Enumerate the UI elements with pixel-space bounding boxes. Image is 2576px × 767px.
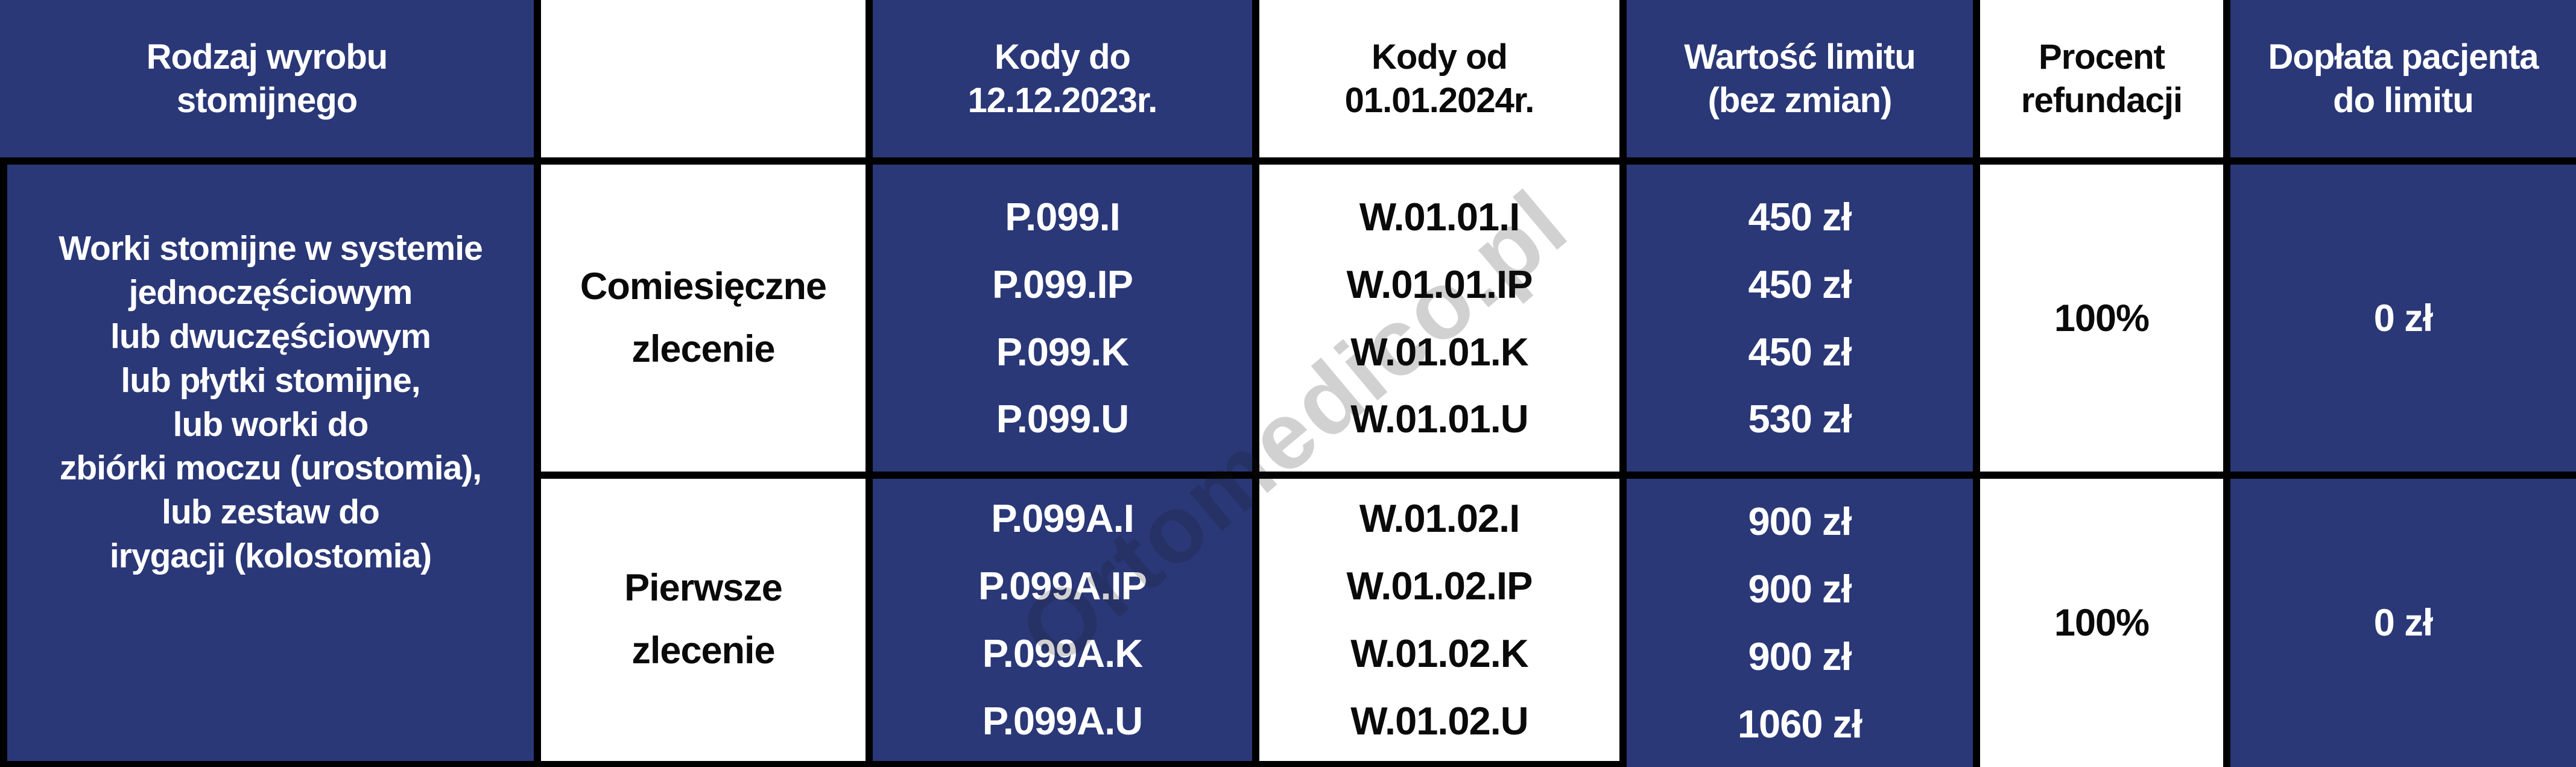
row1-codes-until: P.099.I P.099.IP P.099.K P.099.U <box>992 194 1133 441</box>
row1-patient-copay-cell: 0 zł <box>2223 157 2576 472</box>
row2-patient-copay: 0 zł <box>2373 602 2434 644</box>
row1-codes-from-cell: W.01.01.I W.01.01.IP W.01.01.K W.01.01.U <box>1252 157 1619 472</box>
row1-refund-percent: 100% <box>2054 297 2150 339</box>
row2-refund-percent: 100% <box>2054 602 2150 644</box>
product-description-cell: Worki stomijne w systemie jednoczęściowy… <box>0 157 534 767</box>
header-limit-value-label: Wartość limitu (bez zmian) <box>1684 37 1916 120</box>
row1-limit-values: 450 zł 450 zł 450 zł 530 zł <box>1748 194 1852 441</box>
row1-limit-values-cell: 450 zł 450 zł 450 zł 530 zł <box>1619 157 1973 472</box>
header-patient-copay: Dopłata pacjenta do limitu <box>2223 0 2576 157</box>
row1-order-type-cell: Comiesięczne zlecenie <box>534 157 866 472</box>
row2-codes-from: W.01.02.I W.01.02.IP W.01.02.K W.01.02.U <box>1346 496 1533 743</box>
header-codes-until-2023-label: Kody do 12.12.2023r. <box>967 37 1158 120</box>
row2-codes-until: P.099A.I P.099A.IP P.099A.K P.099A.U <box>978 496 1147 743</box>
header-blank <box>534 0 866 157</box>
row2-limit-values-cell: 900 zł 900 zł 900 zł 1060 zł <box>1619 472 1973 767</box>
header-refund-percent: Procent refundacji <box>1973 0 2223 157</box>
row1-refund-percent-cell: 100% <box>1973 157 2223 472</box>
row2-codes-until-cell: P.099A.I P.099A.IP P.099A.K P.099A.U <box>866 472 1252 767</box>
row2-order-type-cell: Pierwsze zlecenie <box>534 472 866 767</box>
header-codes-from-2024-label: Kody od 01.01.2024r. <box>1344 37 1535 120</box>
row1-codes-from: W.01.01.I W.01.01.IP W.01.01.K W.01.01.U <box>1346 194 1533 441</box>
row2-order-type: Pierwsze zlecenie <box>624 567 783 672</box>
header-refund-percent-label: Procent refundacji <box>2021 37 2183 120</box>
row2-codes-from-cell: W.01.02.I W.01.02.IP W.01.02.K W.01.02.U <box>1252 472 1619 767</box>
row1-codes-until-cell: P.099.I P.099.IP P.099.K P.099.U <box>866 157 1252 472</box>
row1-order-type: Comiesięczne zlecenie <box>580 265 827 370</box>
row2-refund-percent-cell: 100% <box>1973 472 2223 767</box>
header-product-type-label: Rodzaj wyrobu stomijnego <box>146 37 388 120</box>
header-codes-until-2023: Kody do 12.12.2023r. <box>866 0 1252 157</box>
header-codes-from-2024: Kody od 01.01.2024r. <box>1252 0 1619 157</box>
product-description-text: Worki stomijne w systemie jednoczęściowy… <box>59 229 483 576</box>
header-patient-copay-label: Dopłata pacjenta do limitu <box>2268 37 2539 120</box>
row2-limit-values: 900 zł 900 zł 900 zł 1060 zł <box>1737 499 1862 746</box>
row2-patient-copay-cell: 0 zł <box>2223 472 2576 767</box>
row1-patient-copay: 0 zł <box>2373 297 2434 339</box>
header-product-type: Rodzaj wyrobu stomijnego <box>0 0 534 157</box>
header-limit-value: Wartość limitu (bez zmian) <box>1619 0 1973 157</box>
